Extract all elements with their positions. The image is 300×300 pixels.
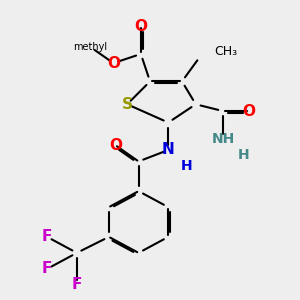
- Text: H: H: [181, 159, 192, 173]
- Text: methyl: methyl: [74, 42, 108, 52]
- Text: O: O: [134, 19, 147, 34]
- Text: F: F: [72, 278, 82, 292]
- Text: O: O: [109, 138, 122, 153]
- Text: H: H: [238, 148, 250, 162]
- Text: S: S: [122, 97, 133, 112]
- Text: NH: NH: [212, 132, 235, 145]
- Text: F: F: [42, 230, 52, 244]
- Text: CH₃: CH₃: [214, 45, 237, 58]
- Text: O: O: [242, 103, 255, 118]
- Text: O: O: [107, 56, 120, 70]
- Text: N: N: [162, 142, 175, 158]
- Text: F: F: [42, 261, 52, 276]
